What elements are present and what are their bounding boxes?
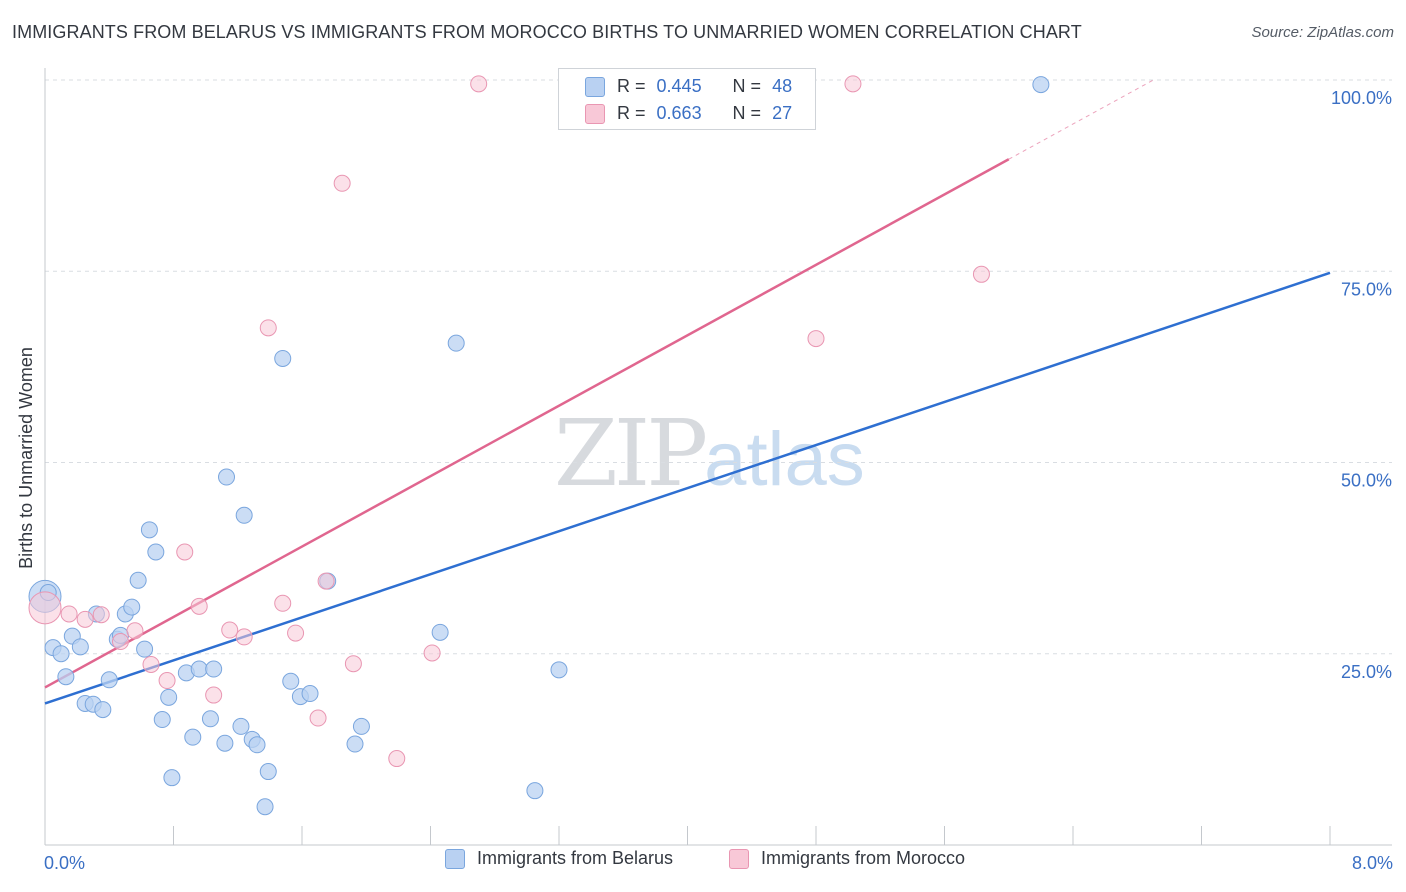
- x-tick-label: 8.0%: [1352, 853, 1393, 873]
- legend-item-belarus: Immigrants from Belarus: [445, 848, 673, 869]
- morocco-point: [190, 597, 208, 615]
- morocco-r-value: 0.663: [656, 103, 702, 123]
- axis-labels: 25.0% 50.0% 75.0% 100.0% 0.0% 8.0% Births to U…: [16, 88, 1393, 873]
- morocco-point: [176, 543, 194, 561]
- legend-morocco-swatch: [729, 848, 749, 869]
- belarus-point: [259, 763, 277, 781]
- morocco-point: [844, 75, 862, 93]
- y-tick-label: 25.0%: [1341, 662, 1392, 682]
- morocco-point: [92, 606, 110, 624]
- legend-belarus-swatch: [445, 848, 465, 869]
- data-points: [28, 74, 1050, 816]
- belarus-point: [256, 798, 274, 816]
- belarus-point: [232, 717, 250, 735]
- y-tick-label: 75.0%: [1341, 279, 1392, 299]
- belarus-point: [52, 645, 70, 663]
- belarus-r-value: 0.445: [656, 76, 702, 96]
- morocco-n-label: N =: [732, 103, 762, 123]
- morocco-point: [333, 174, 351, 192]
- morocco-r-label: R =: [617, 103, 646, 123]
- morocco-point: [388, 750, 406, 768]
- legend-belarus-label: Immigrants from Belarus: [477, 848, 674, 868]
- belarus-point: [526, 782, 544, 800]
- morocco-point: [274, 594, 292, 612]
- source-credit: Source: ZipAtlas.com: [1251, 24, 1394, 41]
- belarus-n-value: 48: [772, 76, 793, 96]
- belarus-point: [248, 736, 266, 754]
- belarus-swatch: [585, 76, 605, 97]
- morocco-point: [126, 622, 144, 640]
- legend-morocco-label: Immigrants from Morocco: [761, 848, 966, 868]
- belarus-point: [431, 623, 449, 641]
- stats-row-morocco: R = 0.663 N = 27: [585, 103, 792, 124]
- belarus-trend-line: [44, 271, 1331, 705]
- morocco-point: [309, 709, 327, 727]
- belarus-point: [235, 506, 253, 524]
- morocco-trend-line: [44, 158, 1010, 689]
- belarus-point: [153, 711, 171, 729]
- morocco-point: [470, 75, 488, 93]
- belarus-point: [447, 334, 465, 352]
- belarus-point: [163, 769, 181, 787]
- belarus-point: [550, 661, 568, 679]
- morocco-point: [259, 319, 277, 337]
- watermark-atlas: atlas: [704, 417, 865, 502]
- morocco-swatch: [585, 103, 605, 124]
- belarus-point: [190, 660, 208, 678]
- belarus-point: [201, 710, 219, 728]
- morocco-point: [111, 633, 129, 651]
- morocco-trend-extension: [1008, 79, 1154, 160]
- morocco-point: [158, 672, 176, 690]
- stats-row-belarus: R = 0.445 N = 48: [585, 76, 792, 97]
- morocco-point: [423, 644, 441, 662]
- belarus-n-label: N =: [732, 76, 762, 96]
- belarus-point: [94, 701, 112, 719]
- morocco-point: [142, 655, 160, 673]
- morocco-point: [60, 605, 78, 623]
- stats-legend: R = 0.445 N = 48 R = 0.663 N = 27: [558, 68, 816, 130]
- belarus-point: [129, 571, 147, 589]
- belarus-point: [352, 717, 370, 735]
- morocco-point: [972, 265, 990, 283]
- belarus-point: [346, 735, 364, 753]
- series-legend: Immigrants from Belarus Immigrants from …: [0, 848, 1406, 880]
- belarus-point: [205, 660, 223, 678]
- chart-title: IMMIGRANTS FROM BELARUS VS IMMIGRANTS FR…: [12, 22, 1082, 42]
- belarus-point: [160, 688, 178, 706]
- morocco-point: [807, 330, 825, 348]
- belarus-point: [140, 521, 158, 539]
- belarus-point: [123, 598, 141, 616]
- belarus-point: [218, 468, 236, 486]
- belarus-point: [184, 728, 202, 746]
- morocco-point: [344, 655, 362, 673]
- belarus-point: [1032, 76, 1050, 94]
- axes: [44, 68, 1392, 846]
- belarus-point: [71, 638, 89, 656]
- y-tick-label: 100.0%: [1331, 88, 1392, 108]
- belarus-point: [100, 671, 118, 689]
- grid-lines: [45, 79, 1392, 655]
- belarus-point: [147, 543, 165, 561]
- morocco-point: [76, 610, 94, 628]
- morocco-n-value: 27: [772, 103, 793, 123]
- morocco-point: [28, 591, 62, 625]
- y-tick-label: 50.0%: [1341, 471, 1392, 491]
- belarus-point: [216, 734, 234, 752]
- morocco-point: [287, 624, 305, 642]
- morocco-point: [317, 572, 335, 590]
- belarus-point: [136, 640, 154, 658]
- belarus-point: [57, 668, 75, 686]
- trend-lines: [44, 79, 1331, 705]
- morocco-point: [205, 686, 223, 704]
- morocco-point: [221, 621, 239, 639]
- belarus-point: [282, 672, 300, 690]
- belarus-r-label: R =: [617, 76, 646, 96]
- x-tick-label: 0.0%: [44, 853, 85, 873]
- legend-item-morocco: Immigrants from Morocco: [729, 848, 965, 869]
- morocco-point: [235, 628, 253, 646]
- belarus-point: [301, 685, 319, 703]
- belarus-point: [274, 349, 292, 367]
- y-axis-title: Births to Unmarried Women: [16, 347, 36, 569]
